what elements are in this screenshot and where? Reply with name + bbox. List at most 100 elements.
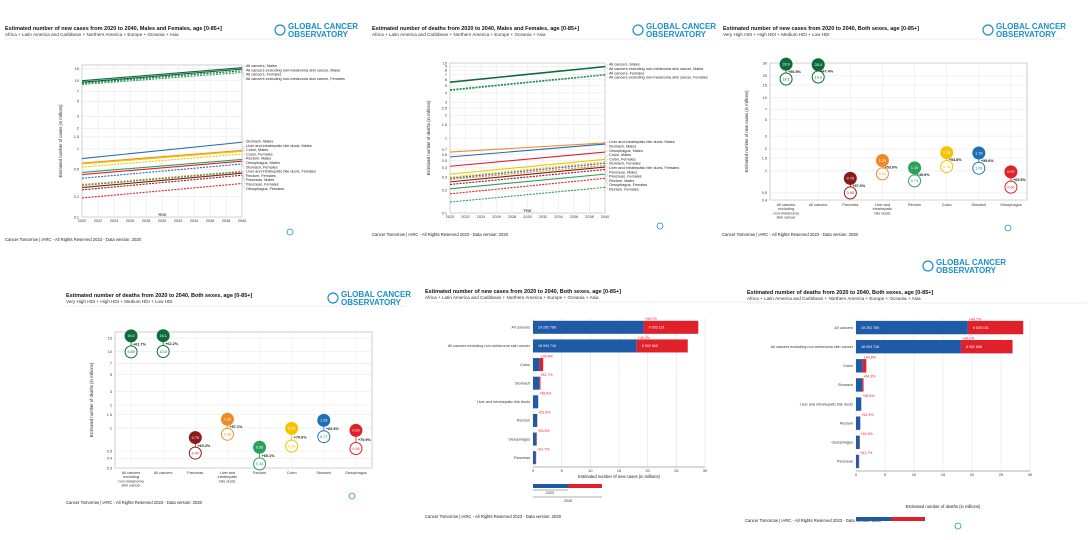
- footer-text: Cancer Tomorrow | IARC - All Rights Rese…: [745, 518, 882, 523]
- point-2040: [156, 329, 170, 343]
- series-label: Stomach, Males: [609, 145, 636, 149]
- series-line: [449, 166, 606, 183]
- series-label: Stomach, Males: [246, 140, 273, 144]
- series-label: All cancers, Males: [246, 64, 277, 68]
- category-label: Oesophagus: [831, 441, 853, 445]
- bar-increase-2040: [539, 376, 541, 390]
- point-2040-label: 0.97: [1007, 170, 1014, 174]
- change-label: +70.6%: [294, 436, 308, 440]
- point-2020-label: 1.15: [943, 165, 950, 169]
- series-label: Oesophagus, Males: [246, 161, 280, 165]
- y-tick-label: 0.7: [442, 148, 447, 152]
- category-label-line: Colon: [942, 203, 952, 207]
- category-label: All cancers: [809, 203, 828, 207]
- chart-panel-4: Estimated number of deaths from 2020 to …: [66, 290, 411, 505]
- bar-increase-value: 9 535 151: [649, 326, 665, 330]
- footer-text: Cancer Tomorrow | IARC - All Rights Rese…: [66, 500, 203, 505]
- category-label-line: Pancreas: [842, 203, 858, 207]
- x-tick-label: 2024: [477, 215, 485, 219]
- y-tick-label: 2.5: [442, 106, 447, 110]
- gco-logo-icon: [632, 24, 644, 36]
- point-2020-label: 0.50: [847, 191, 854, 195]
- legend-bar-2020: [533, 484, 568, 488]
- category-label-line: Liver and: [220, 471, 236, 475]
- y-tick-label: 10: [75, 79, 79, 83]
- point-2020-label: 9.89: [127, 350, 134, 354]
- chart-subtitle: Africa + Latin America and Caribbean + N…: [747, 296, 921, 301]
- point-2040: [220, 412, 234, 426]
- series-line: [81, 67, 243, 82]
- chart-subtitle: Very High HDI + High HDI + Medium HDI + …: [66, 299, 173, 304]
- bar-2020-value: 18 094 716: [538, 344, 556, 348]
- series-label: Pancreas, Males: [609, 170, 637, 174]
- y-tick-label: 0.6: [442, 153, 447, 157]
- category-label-line: Oesophagus: [1000, 203, 1022, 207]
- point-2040-label: 0.56: [256, 446, 263, 450]
- label-leader: [241, 173, 246, 181]
- label-leader: [604, 159, 609, 163]
- point-2020: [220, 427, 234, 441]
- point-2020-label: 18.1: [782, 77, 789, 81]
- category-label-line: All cancers: [777, 203, 796, 207]
- series-line: [81, 141, 243, 160]
- label-leader: [604, 154, 609, 160]
- series-line: [81, 172, 243, 189]
- series-line: [449, 142, 606, 153]
- category-label: Rectum: [253, 471, 266, 475]
- y-tick-label: 0.1: [442, 211, 447, 215]
- change-label: +63.9%: [1013, 178, 1027, 182]
- point-2020: [843, 186, 857, 200]
- y-tick-label: 15: [763, 83, 767, 87]
- bar-2020: [533, 320, 644, 334]
- point-2040-label: 1.10: [911, 166, 918, 170]
- category-label: Pancreas: [842, 203, 858, 207]
- y-tick-label: 0.3: [107, 466, 112, 470]
- label-leader: [241, 161, 246, 163]
- series-label: Liver and intrahepatic bile ducts, Males: [246, 144, 312, 148]
- point-2040: [875, 153, 889, 167]
- y-axis-label: Estimated number of deaths (in millions): [426, 100, 431, 175]
- series-line: [81, 160, 243, 176]
- category-label: Stomach: [838, 383, 853, 387]
- x-tick-label: 25: [999, 473, 1003, 477]
- y-tick-label: 20: [763, 74, 767, 78]
- x-tick-label: 2034: [554, 215, 562, 219]
- point-2040-label: 1.26: [320, 419, 327, 423]
- series-line: [449, 151, 606, 167]
- label-leader: [604, 178, 609, 185]
- category-label-line: intrahepatic: [218, 475, 238, 479]
- x-tick-label: 2030: [523, 215, 531, 219]
- category-label-line: skin cancer: [776, 216, 796, 220]
- change-label: +63.3%: [326, 427, 340, 431]
- series-line: [449, 162, 606, 179]
- change-label: +52.9%: [861, 413, 874, 417]
- category-label: Oesophagus: [508, 437, 530, 441]
- chart-title: Estimated number of deaths from 2020 to …: [747, 290, 933, 296]
- series-label: All cancers excluding non-melanoma skin …: [609, 67, 703, 71]
- bar-2020: [856, 339, 961, 354]
- category-label-line: bile ducts: [219, 479, 235, 483]
- footer-text: Cancer Tomorrow | IARC - All Rights Rese…: [425, 514, 562, 519]
- footer-text: Cancer Tomorrow | IARC - All Rights Rese…: [5, 237, 142, 242]
- category-label: All cancers: [154, 471, 173, 475]
- label-leader: [604, 187, 609, 190]
- y-tick-label: 9: [445, 65, 447, 69]
- change-label: +62.7%: [540, 373, 553, 377]
- x-tick-label: 2024: [110, 219, 118, 223]
- chart-panel-3: Estimated number of new cases from 2020 …: [722, 22, 1066, 237]
- bar-2020: [856, 454, 859, 469]
- category-label: Stomach: [316, 471, 331, 475]
- y-tick-label: 15: [75, 67, 79, 71]
- point-2020: [779, 72, 793, 86]
- point-2040-label: 16.1: [159, 334, 166, 338]
- y-tick-label: 7: [445, 73, 447, 77]
- category-label: Colon: [520, 363, 530, 367]
- category-label-line: All cancers: [122, 471, 141, 475]
- category-label: Liver and intrahepatic bile ducts: [477, 400, 531, 404]
- point-2020-label: 0.73: [911, 179, 918, 183]
- x-tick-label: 10: [588, 469, 592, 473]
- legend-bar-2040: [891, 517, 925, 521]
- series-line: [449, 186, 606, 203]
- y-tick-label: 15: [108, 336, 112, 340]
